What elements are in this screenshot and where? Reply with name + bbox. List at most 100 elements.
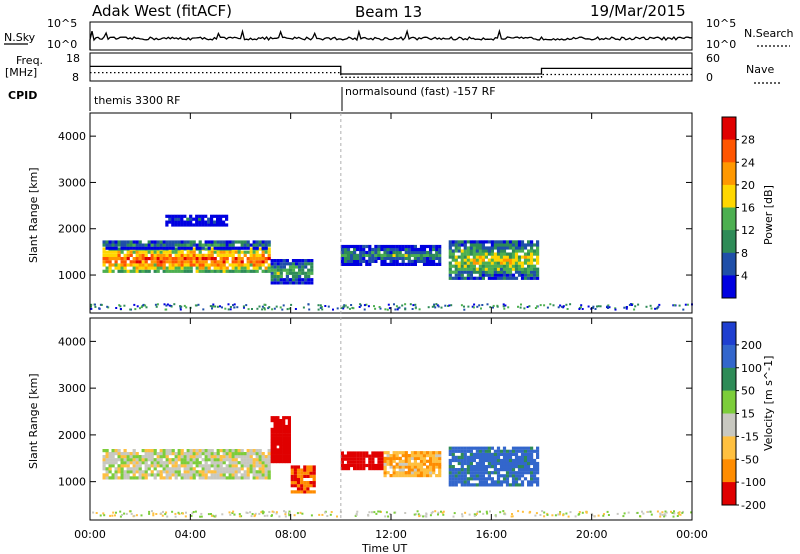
data-cell [114,246,118,250]
colorbar-tick-label: -200 [741,499,766,512]
data-cell [183,223,187,227]
data-cell [204,455,208,459]
data-cell [460,477,464,481]
data-cell [295,278,299,282]
data-cell [389,456,393,460]
data-cell [246,464,250,468]
noise-cell [416,510,419,513]
data-cell [189,461,193,465]
data-cell [138,458,142,462]
noise-cell [534,514,537,517]
data-cell [135,253,139,257]
data-cell [141,449,145,453]
data-cell [258,263,262,267]
data-cell [309,490,313,494]
data-cell [527,468,531,472]
data-cell [389,459,393,463]
data-cell [496,474,501,478]
noise-cell [275,305,278,308]
data-cell [234,260,238,264]
data-cell [362,250,366,255]
data-cell [466,240,470,244]
data-cell [466,471,470,475]
data-cell [426,459,430,463]
data-cell [108,260,112,264]
data-cell [368,463,372,468]
data-cell [374,451,378,455]
data-cell [192,243,196,247]
data-cell [120,250,124,254]
data-cell [225,214,229,218]
data-cell [395,462,399,466]
data-cell [213,458,217,462]
data-cell [171,223,175,227]
data-cell [228,470,232,474]
data-cell [186,246,190,250]
data-cell [168,452,172,456]
noise-cell [136,305,139,308]
data-cell [264,470,268,474]
data-cell [210,269,214,273]
noise-cell [134,308,137,311]
noise-cell [636,511,639,514]
data-cell [192,253,196,257]
data-cell [168,257,172,261]
data-cell [222,223,226,227]
data-cell [204,220,208,224]
noise-cell [214,305,217,308]
data-cell [457,261,461,265]
data-cell [180,266,184,270]
data-cell [514,483,519,487]
data-cell [258,243,262,247]
data-cell [183,257,187,261]
data-cell [255,263,259,267]
data-cell [189,240,193,244]
noise-cell [212,303,215,306]
data-cell [481,461,485,466]
data-cell [407,244,411,249]
data-cell [493,465,497,469]
data-cell [162,269,166,273]
noise-cell [404,308,407,311]
data-cell [478,246,482,250]
noise-cell [174,512,177,515]
data-cell [162,452,166,456]
data-cell [192,223,196,227]
data-cell [123,473,127,477]
data-cell [475,255,479,259]
data-cell [153,266,157,270]
data-cell [282,268,286,272]
data-cell [144,470,148,474]
noise-cell [384,515,387,518]
data-cell [505,458,510,463]
data-cell [171,250,175,254]
data-cell [490,446,494,450]
data-cell [219,260,223,264]
data-cell [374,250,378,255]
noise-cell [401,304,404,307]
data-cell [201,473,205,477]
data-cell [484,477,488,481]
data-cell [493,264,497,268]
data-cell [395,247,399,252]
data-cell [356,467,360,471]
data-cell [398,262,402,266]
data-cell [517,471,522,475]
data-cell [401,454,405,458]
noise-cell [387,303,390,306]
data-cell [520,264,525,268]
data-cell [536,483,540,487]
data-cell [153,461,157,465]
data-cell [404,247,408,252]
data-cell [457,249,461,253]
data-cell [371,467,375,471]
data-cell [511,273,516,277]
data-cell [502,458,507,463]
data-cell [475,267,479,271]
data-cell [252,260,256,264]
nsearch-tick-low: 10^0 [706,38,736,51]
data-cell [295,259,299,263]
noise-cell [245,304,248,307]
cpid-label: CPID [8,89,37,102]
data-cell [466,465,470,469]
